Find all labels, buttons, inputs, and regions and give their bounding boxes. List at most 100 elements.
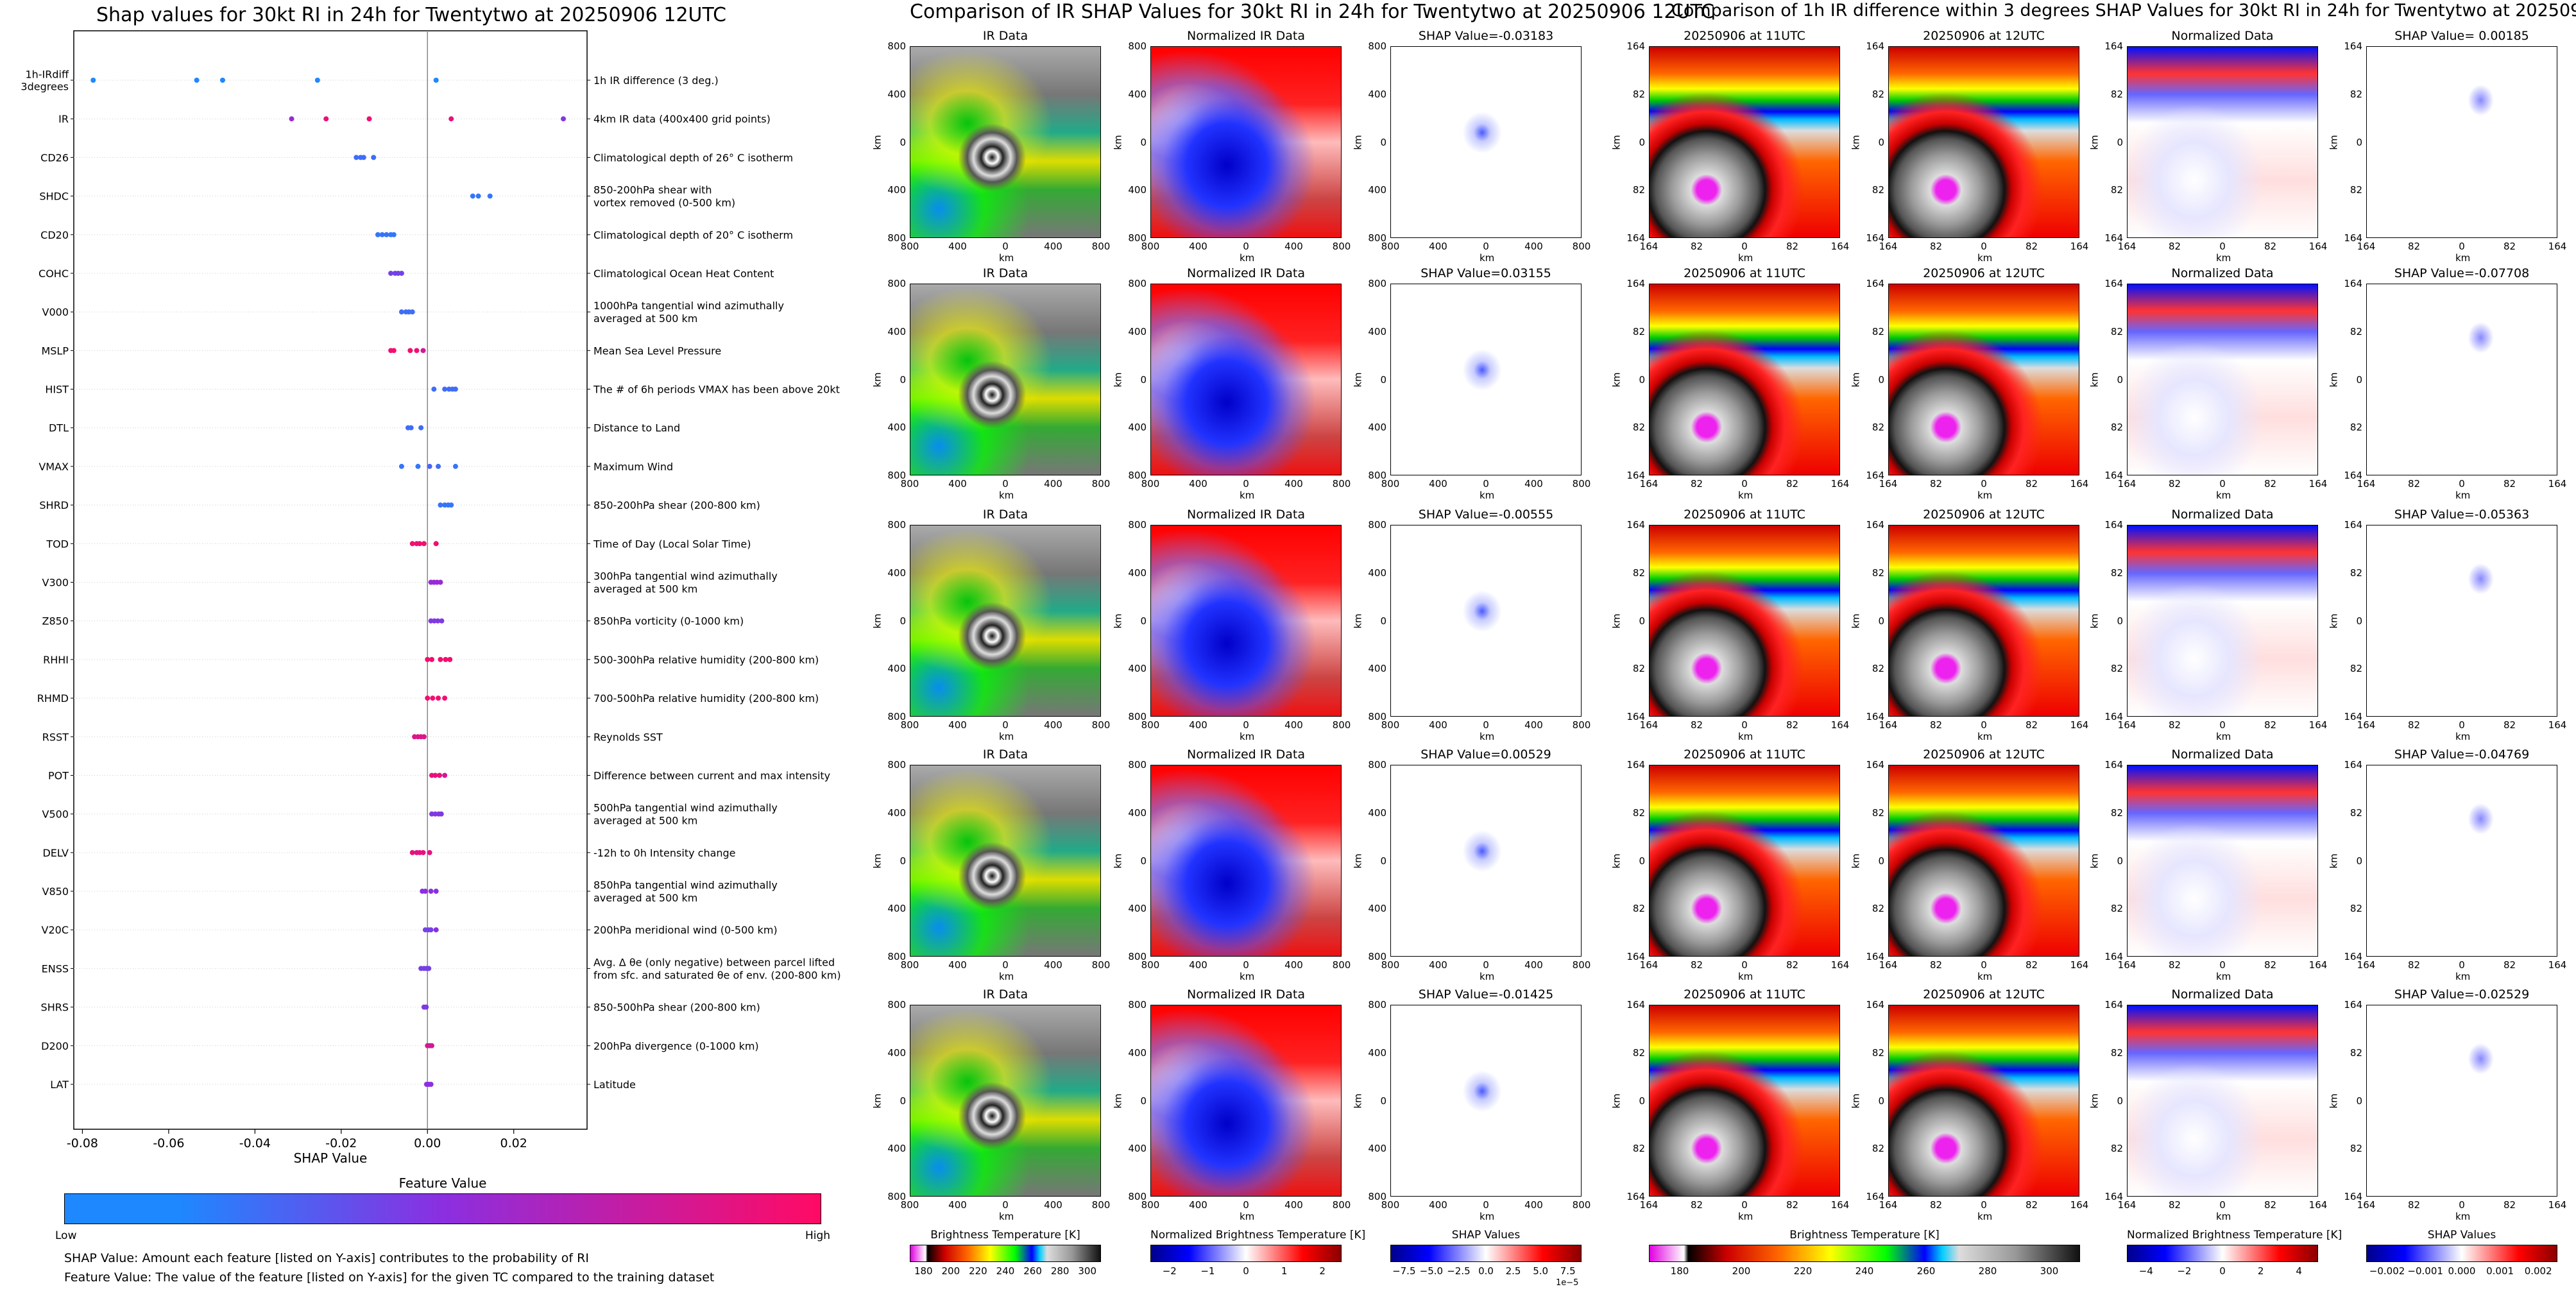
- normalized-ir-panel: [1150, 765, 1342, 957]
- x-tick-label: 82: [2025, 241, 2038, 252]
- x-tick-label: 400: [1044, 959, 1062, 971]
- y-tick-label: 0: [1380, 1095, 1386, 1107]
- shap-point: [420, 348, 426, 354]
- x-tick-label: 400: [1189, 959, 1207, 971]
- feature-description: vortex removed (0-500 km): [593, 197, 735, 209]
- x-tick-label: -0.02: [325, 1136, 357, 1150]
- y-tick-label: 164: [2104, 1191, 2123, 1202]
- x-tick-label: 400: [1429, 719, 1447, 731]
- y-tick-label: 164: [2344, 232, 2362, 244]
- y-tick-label: 400: [1368, 1143, 1386, 1155]
- colorbar-label: Normalized Brightness Temperature [K]: [2127, 1229, 2342, 1242]
- y-tick-label: 400: [887, 88, 906, 100]
- colorbar-tick-label: 200: [941, 1265, 960, 1277]
- x-tick-label: 800: [1381, 241, 1400, 252]
- feature-code-label: ENSS: [42, 962, 69, 975]
- y-tick-label: 82: [1872, 1046, 1884, 1059]
- x-tick-label: 400: [1524, 959, 1543, 971]
- y-tick-label: 164: [2344, 40, 2362, 52]
- x-tick-label: 164: [1879, 478, 1898, 490]
- y-tick-label: 400: [1128, 325, 1147, 337]
- shap-point: [428, 1082, 434, 1087]
- x-tick-label: 400: [948, 719, 967, 731]
- y-tick-label: 0: [1878, 615, 1884, 627]
- x-tick-label: 400: [1044, 241, 1062, 252]
- x-tick-label: 400: [1524, 1199, 1543, 1211]
- x-tick-label: 164: [2357, 241, 2376, 252]
- panel-title: SHAP Value=-0.00555: [1418, 508, 1554, 522]
- feature-code-label: RHHI: [43, 654, 69, 666]
- shap-point: [433, 78, 439, 83]
- ir-11utc-panel: [1649, 765, 1840, 957]
- colorbar-offset: 1e−5: [1556, 1278, 1579, 1288]
- x-tick-label: 400: [1429, 241, 1447, 252]
- mid-norm-colorbar: [1150, 1245, 1342, 1262]
- y-tick-label: 800: [1128, 470, 1147, 481]
- shap-point: [361, 155, 366, 160]
- x-axis-unit: km: [1240, 731, 1255, 742]
- y-tick-label: 164: [2104, 470, 2123, 481]
- shap-point: [425, 696, 431, 701]
- y-tick-label: 400: [1368, 807, 1386, 819]
- shap-point: [398, 463, 404, 469]
- ir-12utc-panel: [1888, 284, 2079, 475]
- normalized-diff-panel: [2127, 284, 2318, 475]
- x-tick-label: 82: [1786, 478, 1799, 490]
- colorbar-title: Feature Value: [398, 1175, 487, 1191]
- x-axis-unit: km: [1480, 490, 1495, 501]
- feature-code-label: RSST: [42, 731, 69, 743]
- x-tick-label: 0: [1981, 241, 1987, 252]
- y-axis-unit: km: [2328, 371, 2340, 388]
- feature-description: 850-500hPa shear (200-800 km): [593, 1002, 760, 1014]
- colorbar-tick-label: −5.0: [1419, 1265, 1444, 1277]
- colorbar-tick-label: −2.5: [1447, 1265, 1471, 1277]
- x-tick-label: 164: [1639, 719, 1659, 731]
- shap-point: [417, 541, 423, 547]
- right-shap-colorbar: [2366, 1245, 2557, 1262]
- y-tick-label: 400: [887, 807, 906, 819]
- x-tick-label: 0: [2459, 478, 2465, 490]
- x-tick-label: 164: [1830, 719, 1850, 731]
- x-tick-label: 800: [1141, 241, 1160, 252]
- y-axis-unit: km: [1112, 134, 1124, 150]
- shap-point: [414, 348, 420, 354]
- panel-title: SHAP Value=0.00529: [1420, 747, 1551, 762]
- x-axis-unit: km: [1738, 490, 1753, 501]
- shap-point: [487, 193, 493, 199]
- shap-point: [429, 656, 434, 662]
- shap-point: [423, 1004, 429, 1010]
- shap-point: [437, 773, 443, 778]
- x-tick-label: 400: [1284, 959, 1303, 971]
- x-tick-label: 800: [1141, 1199, 1160, 1211]
- panel-title: Normalized Data: [2171, 29, 2274, 43]
- x-axis-unit: km: [2216, 731, 2231, 742]
- y-tick-label: 0: [1380, 615, 1386, 627]
- feature-code-label: IR: [58, 113, 69, 125]
- x-tick-label: 0.00: [414, 1136, 441, 1150]
- x-tick-label: 164: [2117, 1199, 2137, 1211]
- shap-point: [398, 309, 404, 315]
- x-tick-label: 0: [1243, 241, 1249, 252]
- x-tick-label: 0: [1483, 1199, 1489, 1211]
- x-tick-label: 82: [1929, 241, 1943, 252]
- x-tick-label: 164: [2357, 1199, 2376, 1211]
- x-tick-label: 800: [1381, 1199, 1400, 1211]
- shap-point: [452, 463, 458, 469]
- y-tick-label: 400: [887, 663, 906, 675]
- x-tick-label: 164: [2308, 478, 2328, 490]
- y-tick-label: 800: [1128, 1191, 1147, 1202]
- shap-diff-panel: [2366, 765, 2557, 957]
- x-tick-label: 164: [1830, 241, 1850, 252]
- y-tick-label: 82: [2110, 567, 2123, 579]
- ir-data-panel: [910, 284, 1101, 475]
- y-tick-label: 164: [1626, 519, 1645, 531]
- x-axis-unit: km: [2216, 252, 2231, 264]
- footnote-shap: SHAP Value: Amount each feature [listed …: [64, 1251, 589, 1265]
- y-tick-label: 164: [1626, 40, 1645, 52]
- y-tick-label: 164: [1626, 232, 1645, 244]
- x-tick-label: 82: [1786, 719, 1799, 731]
- shap-point: [323, 116, 329, 122]
- shap-point: [432, 773, 438, 778]
- shap-point: [388, 270, 394, 276]
- feature-description: 500hPa tangential wind azimuthally: [593, 802, 778, 814]
